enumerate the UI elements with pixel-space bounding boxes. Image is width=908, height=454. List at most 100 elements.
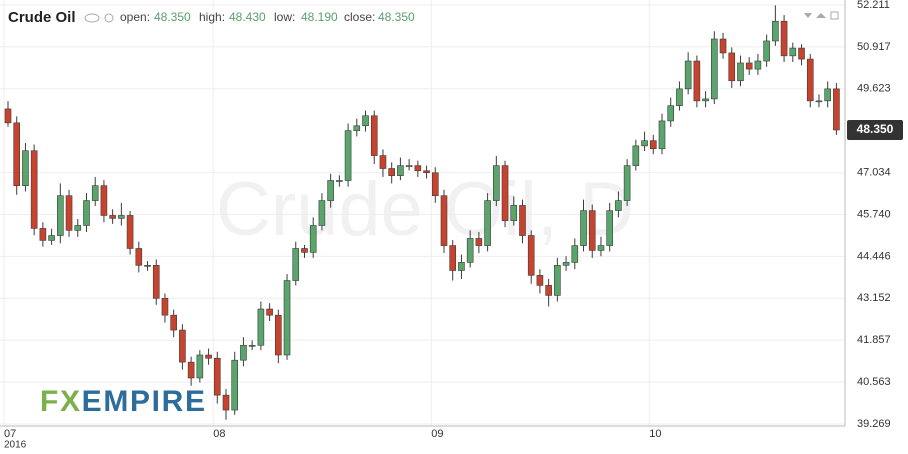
candle-body	[318, 200, 326, 226]
candle-body	[484, 200, 491, 246]
high-value: 48.430	[229, 10, 266, 24]
y-tick-label: 39.269	[857, 418, 891, 430]
candle-body	[623, 165, 631, 201]
candle-body	[91, 185, 99, 201]
candle-body	[83, 200, 90, 226]
candle-body	[222, 394, 230, 411]
candle-body	[711, 38, 718, 100]
candle-body	[22, 150, 29, 186]
candle-body	[292, 248, 300, 281]
candle-body	[466, 238, 474, 263]
watermark: Crude Oil, D	[216, 167, 634, 252]
y-tick-label: 41.857	[857, 334, 891, 346]
candle-body	[39, 228, 47, 241]
candle-body	[536, 275, 544, 286]
candle-body	[763, 40, 770, 62]
y-tick-label: 40.563	[857, 376, 891, 388]
candle-body	[309, 225, 317, 253]
header-icons	[84, 13, 114, 23]
candle-body	[780, 20, 788, 57]
candle-body	[414, 165, 422, 172]
candle-body	[641, 140, 648, 147]
candle-body	[493, 165, 500, 201]
last-price-label: 48.350	[857, 122, 894, 136]
candle-body	[510, 205, 518, 221]
candle-body	[789, 47, 797, 57]
candle-body	[719, 38, 727, 54]
y-tick-label: 49.623	[857, 83, 891, 95]
year-label: 2016	[4, 440, 27, 451]
candle-body	[571, 245, 579, 263]
settings-icon[interactable]	[104, 13, 114, 23]
candle-body	[161, 298, 169, 316]
candle-body	[170, 314, 177, 331]
candle-body	[519, 205, 526, 236]
candle-body	[57, 195, 64, 236]
candle-body	[606, 210, 613, 246]
candle-body	[562, 262, 570, 266]
candle-body	[275, 314, 282, 356]
candle-body	[4, 108, 12, 124]
candle-body	[370, 115, 378, 156]
candle-body	[100, 185, 108, 216]
x-tick-label: 10	[649, 428, 661, 440]
up-icon[interactable]	[816, 13, 826, 18]
candle-body	[824, 88, 831, 102]
candle-body	[405, 165, 413, 167]
candle-body	[13, 122, 21, 186]
candle-body	[728, 52, 736, 82]
candle-body	[615, 200, 622, 211]
candle-body	[667, 105, 675, 122]
candle-body	[745, 62, 753, 70]
candle-body	[135, 248, 143, 266]
candle-body	[379, 155, 387, 169]
candle-body	[231, 359, 239, 411]
candle-body	[362, 115, 369, 127]
eye-icon[interactable]	[84, 13, 100, 23]
high-label: high:	[199, 10, 225, 24]
candle-body	[597, 245, 605, 251]
candle-body	[118, 215, 125, 219]
candle-body	[74, 225, 82, 231]
title: Crude Oil	[8, 9, 76, 26]
x-tick-label: 08	[213, 428, 225, 440]
y-tick-label: 50.917	[857, 41, 891, 53]
candle-body	[475, 238, 483, 246]
candle-body	[798, 47, 805, 60]
candle-body	[423, 170, 430, 174]
candle-body	[248, 344, 256, 347]
open-label: open:	[120, 10, 150, 24]
window-icons	[804, 11, 839, 20]
candle-body	[554, 265, 561, 296]
y-tick-label: 44.446	[857, 250, 891, 262]
candle-body	[693, 60, 701, 102]
y-tick-label: 52.211	[857, 0, 890, 11]
y-tick-label: 43.152	[857, 292, 891, 304]
candle-body	[449, 245, 457, 271]
low-value: 48.190	[301, 10, 338, 24]
candle-body	[283, 280, 291, 356]
candle-body	[833, 88, 840, 131]
logo: FXEMPIRE	[40, 385, 205, 418]
maximize-icon[interactable]	[830, 11, 839, 20]
y-tick-label: 47.034	[857, 167, 891, 179]
down-icon[interactable]	[804, 13, 812, 18]
candle-body	[658, 120, 666, 150]
close-value: 48.350	[378, 10, 415, 24]
candle-body	[126, 215, 134, 249]
candle-body	[737, 62, 744, 82]
candle-body	[353, 125, 361, 131]
candle-body	[397, 165, 404, 176]
candle-body	[527, 235, 535, 276]
candle-body	[48, 235, 55, 241]
candle-body	[344, 130, 352, 181]
candle-body	[266, 308, 273, 316]
close-label: close:	[344, 10, 375, 24]
plot	[0, 0, 845, 426]
candle-body	[431, 172, 439, 197]
candle-body	[205, 354, 212, 359]
candle-body	[301, 248, 308, 253]
